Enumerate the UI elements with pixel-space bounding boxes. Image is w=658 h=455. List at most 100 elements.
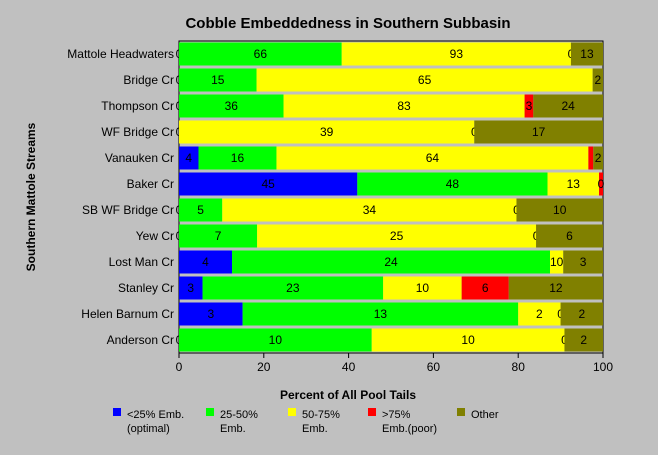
- chart-title: Cobble Embeddedness in Southern Subbasin: [185, 15, 510, 32]
- data-label: 24: [384, 255, 398, 269]
- data-label: 39: [320, 125, 334, 139]
- category-label: Vanauken Cr: [105, 151, 174, 165]
- x-axis: 0 20 40 60 80 100: [176, 353, 613, 374]
- bar-segment: [508, 276, 603, 300]
- legend-label: Other: [471, 409, 499, 421]
- data-label: 12: [549, 281, 563, 295]
- data-label: 17: [532, 125, 546, 139]
- data-label: 3: [207, 307, 214, 321]
- data-label: 2: [580, 333, 587, 347]
- tick-label: 100: [593, 360, 613, 374]
- legend-swatch: [288, 408, 296, 416]
- bar-segment: [357, 172, 548, 196]
- tick-label: 20: [257, 360, 271, 374]
- data-label: 13: [580, 47, 594, 61]
- data-label: 3: [187, 281, 194, 295]
- bar-segment: [461, 276, 509, 300]
- category-label: WF Bridge Cr: [101, 125, 174, 139]
- data-label: 48: [446, 177, 460, 191]
- data-label: 93: [450, 47, 464, 61]
- data-label: 15: [211, 73, 225, 87]
- bar-segment: [179, 120, 475, 144]
- category-label: Yew Cr: [136, 229, 174, 243]
- bar-segment: [179, 68, 257, 92]
- category-label: SB WF Bridge Cr: [82, 203, 174, 217]
- bar-segment: [383, 276, 462, 300]
- bar-segment: [179, 172, 358, 196]
- legend-label: Emb.: [302, 423, 328, 435]
- bar-segment: [179, 250, 232, 274]
- data-label: 83: [397, 99, 411, 113]
- bar-segment: [256, 68, 593, 92]
- data-label: 6: [482, 281, 489, 295]
- category-labels: Mattole Headwaters Bridge Cr Thompson Cr WF…: [67, 47, 174, 347]
- legend-label: (optimal): [127, 423, 170, 435]
- bar-segment: [524, 94, 534, 118]
- bar-segment: [179, 42, 342, 66]
- bar-segment: [550, 250, 564, 274]
- legend-swatch: [457, 408, 465, 416]
- bar-segment: [563, 250, 603, 274]
- bar-segment: [341, 42, 571, 66]
- plot-area: [178, 40, 604, 354]
- legend-swatch: [113, 408, 121, 416]
- bar-segment: [202, 276, 384, 300]
- legend-swatch: [206, 408, 214, 416]
- legend-label: 50-75%: [302, 409, 340, 421]
- bar-segment: [257, 224, 537, 248]
- legend-label: Emb.: [220, 423, 246, 435]
- bar-segment: [222, 198, 517, 222]
- category-label: Baker Cr: [127, 177, 174, 191]
- data-label: 23: [286, 281, 300, 295]
- tick-label: 0: [176, 360, 183, 374]
- data-label: 2: [578, 307, 585, 321]
- data-label: 34: [363, 203, 377, 217]
- bar-segment: [179, 146, 199, 170]
- bar-segment: [474, 120, 603, 144]
- bar-segment: [547, 172, 600, 196]
- legend-swatch: [368, 408, 376, 416]
- bar-segment: [276, 146, 589, 170]
- data-label: 10: [416, 281, 430, 295]
- data-label: 2: [595, 151, 602, 165]
- bar-segment: [593, 146, 603, 170]
- data-label: 25: [390, 229, 404, 243]
- bar-segment: [560, 302, 603, 326]
- bar-segment: [179, 94, 284, 118]
- data-label: 2: [594, 73, 601, 87]
- data-label: 3: [526, 99, 533, 113]
- category-label: Anderson Cr: [107, 333, 174, 347]
- bars: 0669301301565203683324039017416642454813…: [176, 42, 605, 352]
- bar-segment: [592, 68, 603, 92]
- data-label: 36: [225, 99, 239, 113]
- data-label: 6: [566, 229, 573, 243]
- data-label: 10: [550, 255, 564, 269]
- data-label: 3: [580, 255, 587, 269]
- data-label: 65: [418, 73, 432, 87]
- bar-segment: [283, 94, 525, 118]
- bar-segment: [536, 224, 603, 248]
- bar-segment: [179, 328, 372, 352]
- data-label: 45: [261, 177, 275, 191]
- data-label: 2: [536, 307, 543, 321]
- bar-segment: [179, 302, 243, 326]
- bar-segment: [564, 328, 603, 352]
- bar-segment: [533, 94, 603, 118]
- data-label: 64: [426, 151, 440, 165]
- data-label: 10: [461, 333, 475, 347]
- bar-segment: [371, 328, 565, 352]
- bar-segment: [179, 198, 223, 222]
- bar-segment: [570, 42, 603, 66]
- bar-segment: [232, 250, 550, 274]
- category-label: Mattole Headwaters: [67, 47, 174, 61]
- bar-segment: [518, 302, 561, 326]
- bar-segment: [242, 302, 519, 326]
- bar-segment: [179, 224, 258, 248]
- data-label: 10: [269, 333, 283, 347]
- data-label: 66: [254, 47, 268, 61]
- bar-segment: [599, 172, 603, 196]
- bar-segment: [516, 198, 603, 222]
- data-label: 10: [553, 203, 567, 217]
- data-label: 13: [374, 307, 388, 321]
